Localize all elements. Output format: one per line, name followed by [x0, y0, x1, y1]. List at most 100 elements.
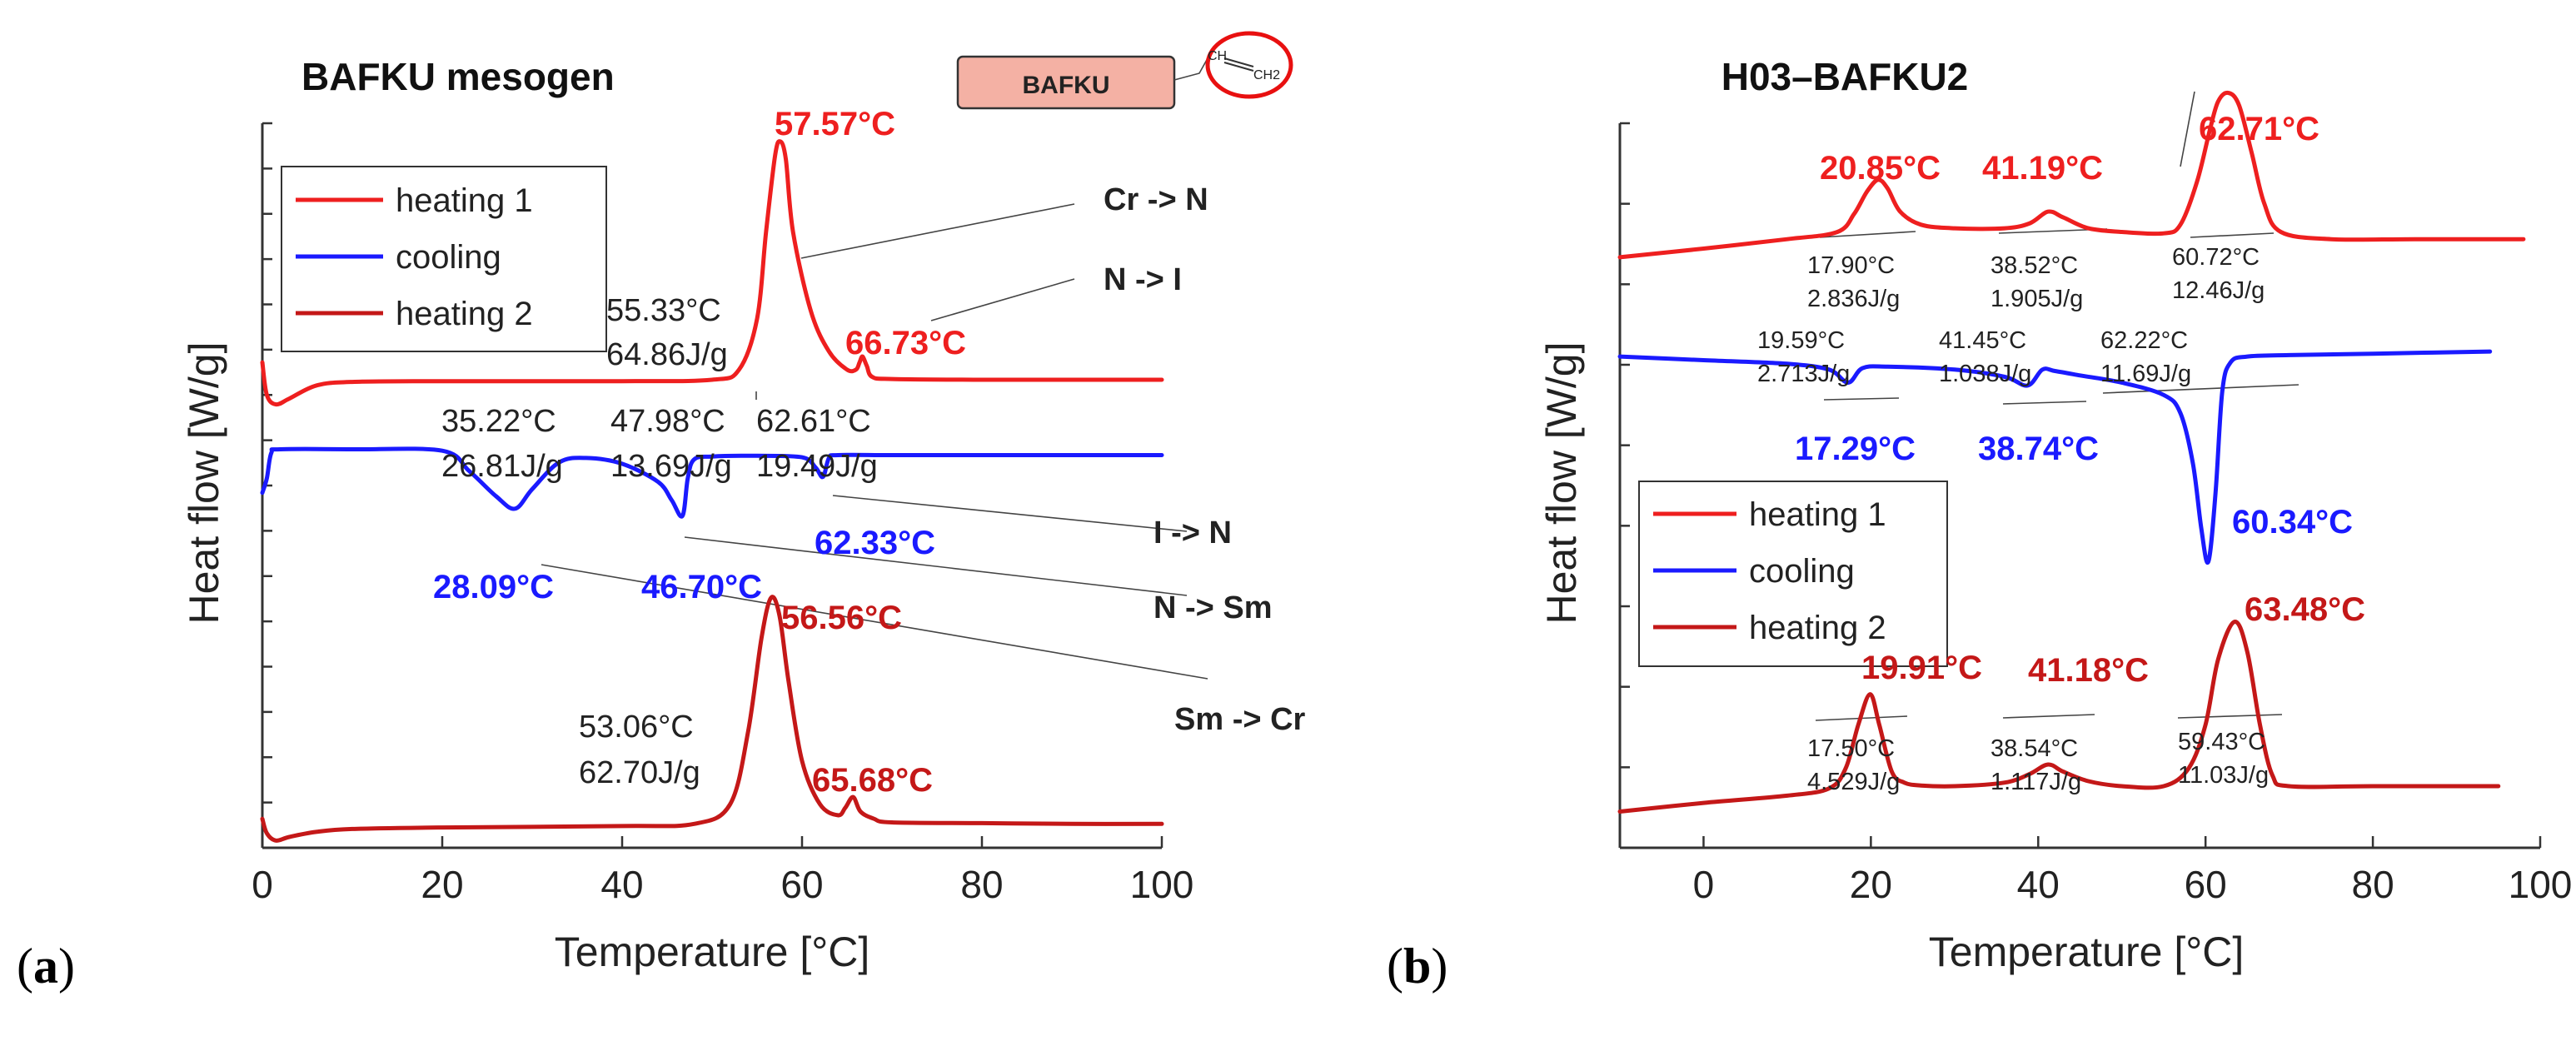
- series-b-heating-1: [1617, 90, 2526, 260]
- annotation-b-38-52: 38.52°C 1.905J/g: [1991, 252, 2083, 312]
- peak-b-63-48: 63.48°C: [2245, 591, 2365, 628]
- panel-a-legend: heating 1 cooling heating 2: [281, 166, 607, 352]
- transition-cr-n: Cr -> N: [1104, 182, 1208, 217]
- annotation-b-38-54: 38.54°C 1.117J/g: [1991, 735, 2081, 795]
- vinyl-double-bond-2: [1223, 62, 1254, 72]
- x-tick-label-a-0: 0: [252, 863, 273, 906]
- annotation-a-62-61: 62.61°C 19.49J/g: [756, 404, 878, 484]
- panel-a-y-axis-title: Heat flow [W/g]: [181, 342, 227, 625]
- legend-a-cooling-label: cooling: [396, 239, 501, 276]
- x-tick-label-b-0: 0: [1693, 863, 1715, 906]
- panel-label-a: (a): [17, 939, 75, 994]
- panel-a-y-ticks: [262, 122, 272, 849]
- panel-label-b: (b): [1387, 939, 1447, 994]
- peak-b-17-29: 17.29°C: [1795, 431, 1916, 467]
- annotation-a-35-22: 35.22°C 26.81J/g: [441, 404, 563, 484]
- panel-b-y-axis-title: Heat flow [W/g]: [1538, 342, 1585, 625]
- svg-text:1.117J/g: 1.117J/g: [1991, 769, 2081, 795]
- peak-b-41-19: 41.19°C: [1982, 150, 2103, 187]
- panel-a-bafku-mesogen: BAFKU mesogen BAFKU CH CH2 0 20 40 60 80 100: [17, 31, 1306, 994]
- baseline-b-c-1: [1823, 397, 1900, 401]
- annotation-a-47-98: 47.98°C 13.69J/g: [610, 404, 732, 484]
- series-a-heating-2: [260, 595, 1164, 843]
- annotation-b-17-50: 17.50°C 4.529J/g: [1807, 735, 1900, 795]
- leader-n-sm: [684, 536, 1188, 596]
- transition-n-sm: N -> Sm: [1153, 590, 1273, 625]
- panel-a-legend-box: [281, 166, 607, 352]
- panel-b-x-ticks: 0 20 40 60 80 100: [1693, 836, 2573, 906]
- panel-a-series: [260, 139, 1164, 843]
- svg-text:4.529J/g: 4.529J/g: [1807, 769, 1900, 795]
- bafku-molecule-schematic: BAFKU CH CH2: [956, 31, 1293, 110]
- panel-a-x-ticks: 0 20 40 60 80 100: [252, 836, 1193, 906]
- x-tick-label-a-60: 60: [780, 863, 823, 906]
- panel-b-h03-bafku2: H03–BAFKU2 0 20 40 60 80 100 heating 1 cooli: [1387, 55, 2572, 994]
- legend-a-heating2-label: heating 2: [396, 296, 533, 332]
- svg-text:38.52°C: 38.52°C: [1991, 252, 2078, 279]
- x-tick-label-b-100: 100: [2509, 863, 2573, 906]
- peak-b-60-34: 60.34°C: [2232, 504, 2353, 540]
- x-tick-label-a-20: 20: [421, 863, 463, 906]
- peak-b-38-74: 38.74°C: [1978, 431, 2099, 467]
- x-tick-label-b-80: 80: [2352, 863, 2394, 906]
- panel-b-series: [1617, 90, 2526, 814]
- svg-text:19.49J/g: 19.49J/g: [756, 449, 878, 484]
- legend-b-heating2-label: heating 2: [1749, 610, 1886, 646]
- svg-text:35.22°C: 35.22°C: [441, 404, 556, 439]
- svg-text:11.69J/g: 11.69J/g: [2100, 361, 2191, 387]
- baseline-b-h1-1: [1819, 231, 1916, 238]
- peak-a-46-70: 46.70°C: [641, 569, 762, 605]
- series-a-cooling: [260, 446, 1164, 519]
- vinyl-double-bond: [1223, 57, 1254, 67]
- peak-a-65-68: 65.68°C: [812, 762, 933, 799]
- legend-b-cooling-label: cooling: [1749, 553, 1855, 590]
- svg-text:2.713J/g: 2.713J/g: [1757, 361, 1850, 387]
- svg-text:62.70J/g: 62.70J/g: [579, 755, 700, 790]
- svg-text:26.81J/g: 26.81J/g: [441, 449, 563, 484]
- vinyl-linker-bond: [1173, 57, 1208, 81]
- peak-b-19-91: 19.91°C: [1861, 650, 1982, 686]
- svg-text:38.54°C: 38.54°C: [1991, 735, 2078, 762]
- svg-text:13.69J/g: 13.69J/g: [610, 449, 732, 484]
- x-tick-label-a-80: 80: [960, 863, 1003, 906]
- baseline-b-h1-3: [2190, 232, 2275, 238]
- svg-text:1.905J/g: 1.905J/g: [1991, 286, 2083, 312]
- vinyl-ch-label: CH: [1208, 49, 1227, 63]
- peak-b-62-71: 62.71°C: [2199, 111, 2319, 147]
- baseline-b-h2-3: [2177, 714, 2283, 719]
- transition-sm-cr: Sm -> Cr: [1174, 702, 1306, 737]
- annotation-b-17-90: 17.90°C 2.836J/g: [1807, 252, 1900, 312]
- svg-text:17.90°C: 17.90°C: [1807, 252, 1895, 279]
- x-tick-label-a-40: 40: [600, 863, 643, 906]
- x-tick-label-a-100: 100: [1130, 863, 1194, 906]
- bafku-block-label: BAFKU: [1023, 72, 1110, 99]
- panel-b-title: H03–BAFKU2: [1721, 55, 1969, 98]
- panel-a-leader-lines: [541, 203, 1208, 680]
- bafku-block: [956, 55, 1176, 110]
- series-b-cooling: [1617, 349, 2493, 565]
- x-tick-label-b-20: 20: [1850, 863, 1892, 906]
- peak-b-41-18: 41.18°C: [2028, 652, 2149, 689]
- panel-b-baselines: [1815, 91, 2299, 721]
- svg-text:2.836J/g: 2.836J/g: [1807, 286, 1900, 312]
- panel-b-legend: heating 1 cooling heating 2: [1638, 481, 1948, 667]
- baseline-b-c-2: [2002, 401, 2087, 405]
- series-a-heating-1: [260, 139, 1164, 407]
- peak-a-28-09: 28.09°C: [433, 569, 554, 605]
- leader-i-n: [832, 495, 1188, 532]
- svg-text:55.33°C: 55.33°C: [606, 293, 721, 328]
- peak-a-62-33: 62.33°C: [815, 525, 935, 561]
- onset-tangent-b-h1: [2180, 91, 2195, 167]
- annotation-a-53-06: 53.06°C 62.70J/g: [579, 710, 700, 790]
- svg-text:17.50°C: 17.50°C: [1807, 735, 1895, 762]
- vinyl-ch2-label: CH2: [1253, 68, 1280, 82]
- annotation-b-60-72: 60.72°C 12.46J/g: [2172, 244, 2265, 304]
- x-tick-label-b-40: 40: [2017, 863, 2060, 906]
- svg-text:62.22°C: 62.22°C: [2100, 327, 2188, 354]
- annotation-b-59-43: 59.43°C 11.03J/g: [2178, 729, 2269, 789]
- annotation-b-19-59: 19.59°C 2.713J/g: [1757, 327, 1850, 387]
- svg-text:1.038J/g: 1.038J/g: [1939, 361, 2031, 387]
- annotation-b-41-45: 41.45°C 1.038J/g: [1939, 327, 2031, 387]
- svg-text:64.86J/g: 64.86J/g: [606, 337, 728, 372]
